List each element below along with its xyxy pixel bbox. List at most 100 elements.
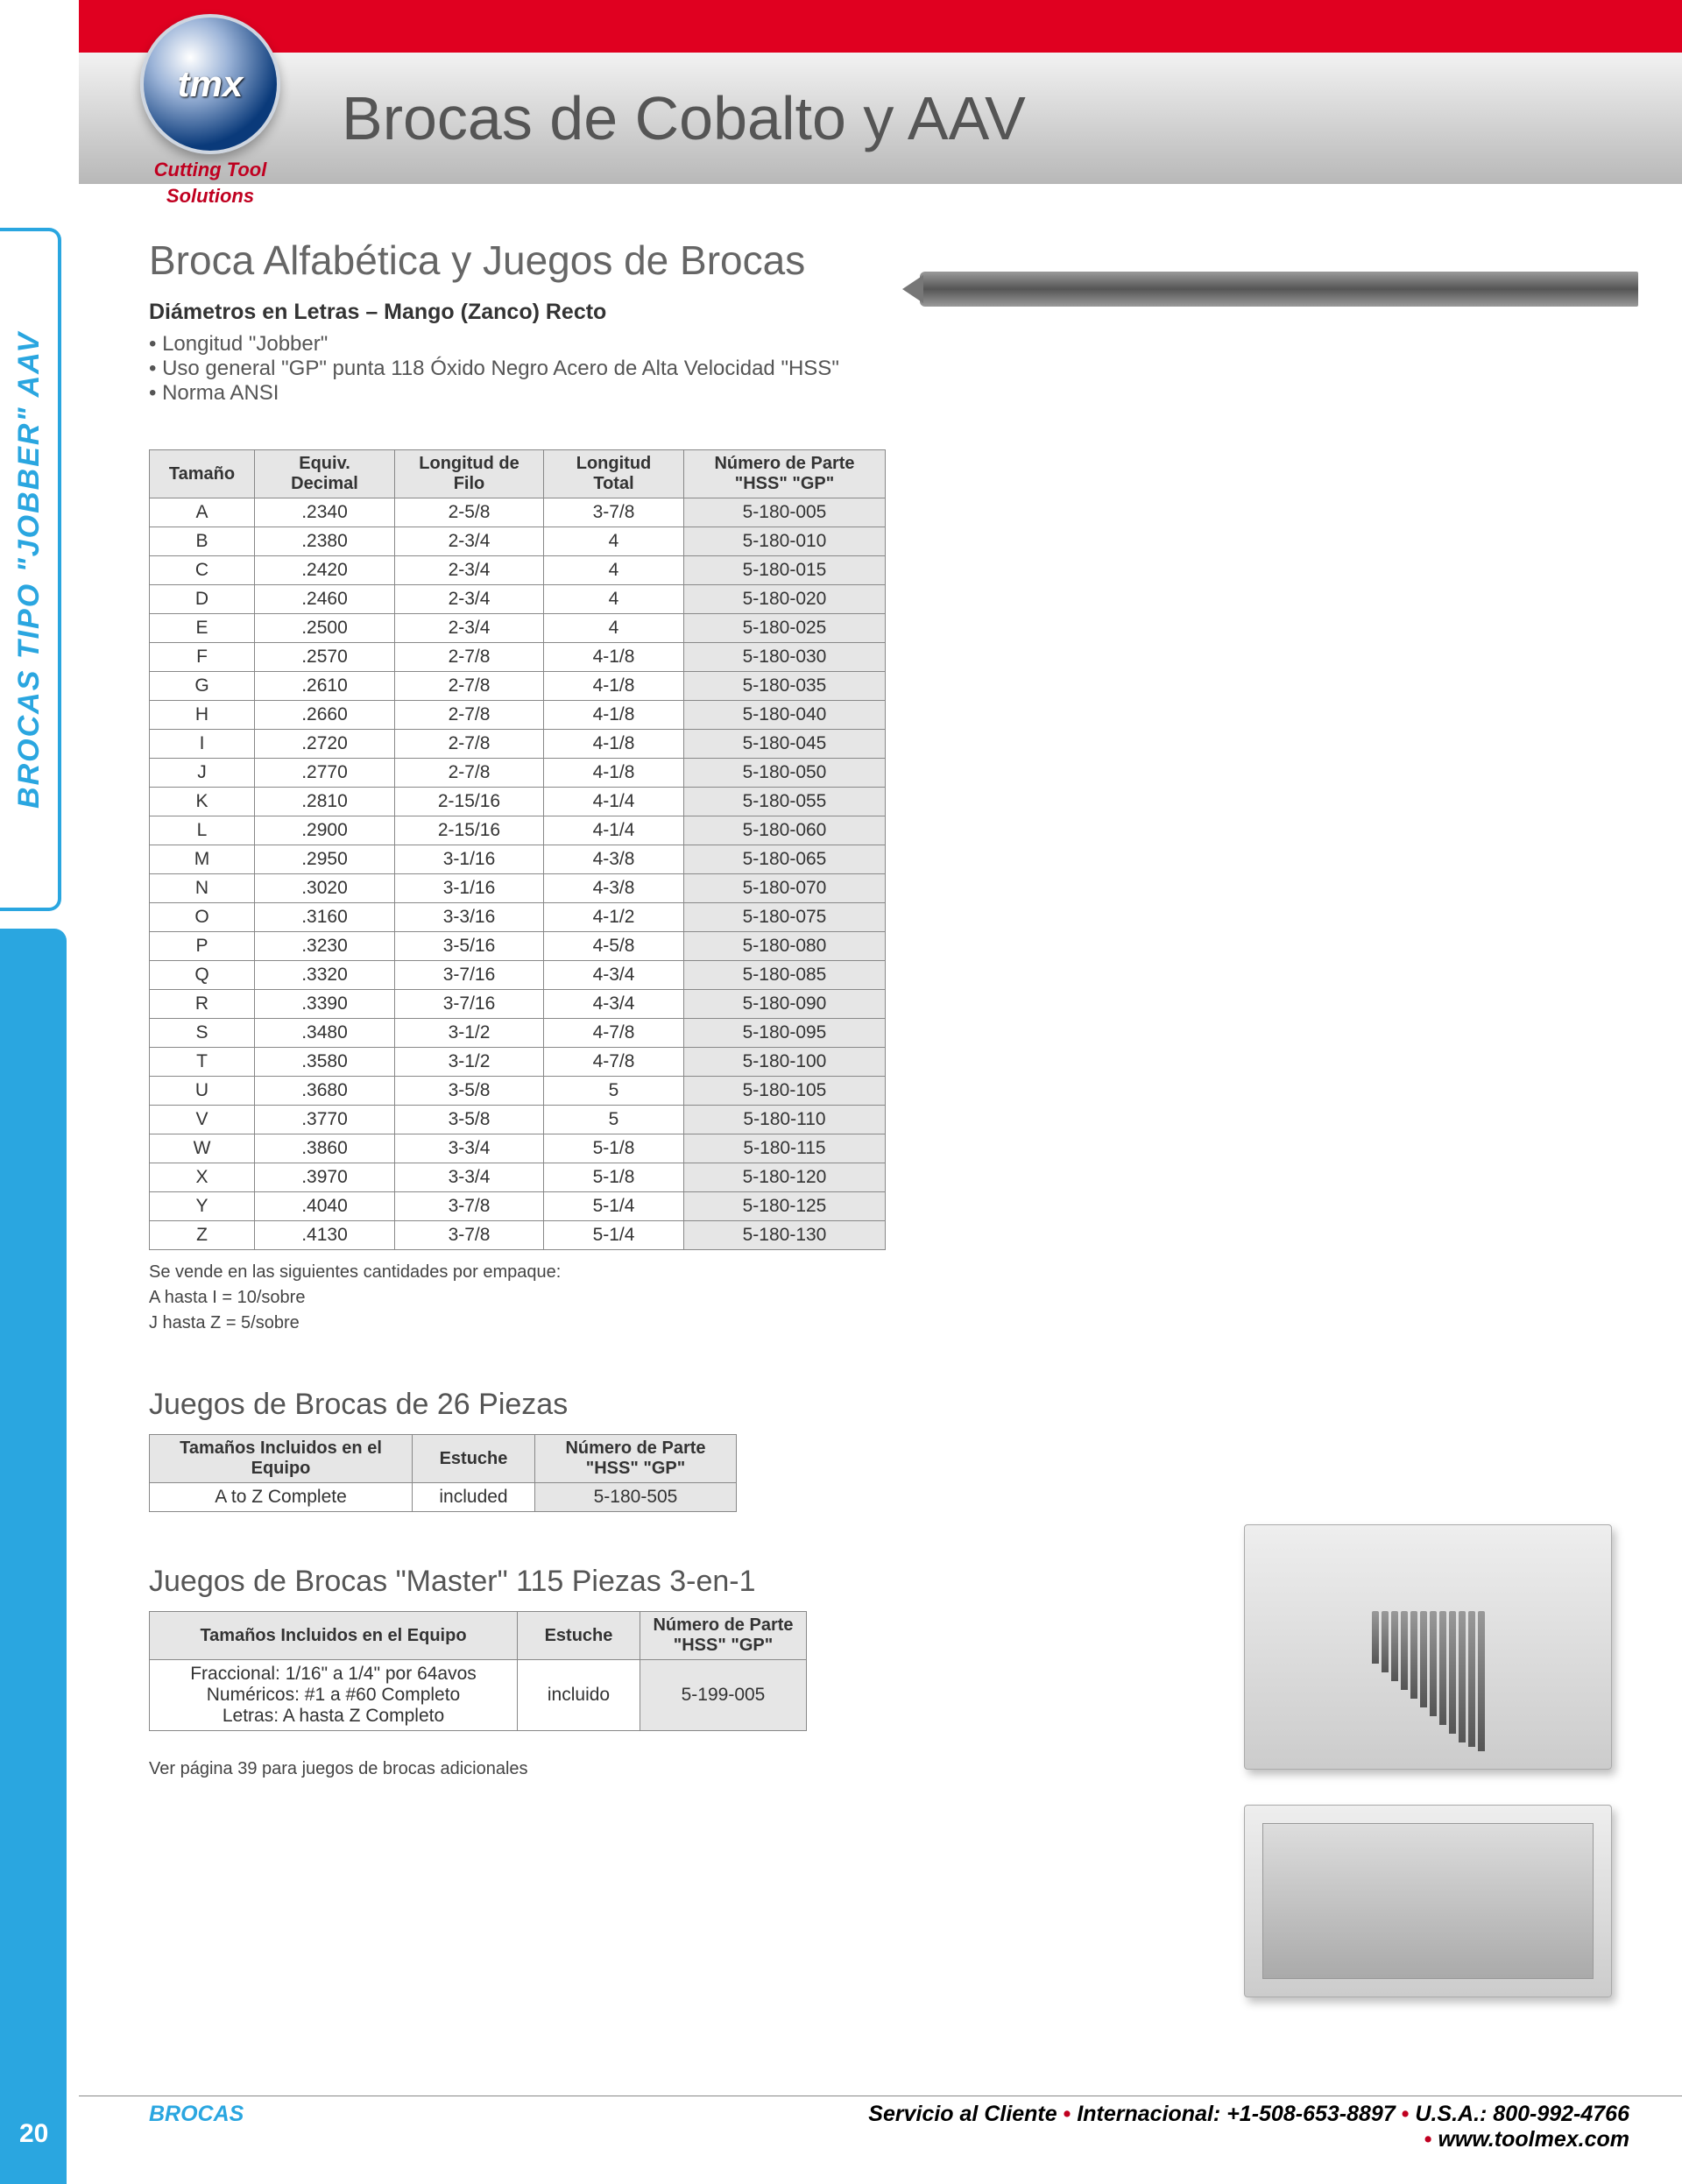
table-row: X.39703-3/45-1/85-180-120 — [150, 1163, 886, 1192]
drill-spec-table: TamañoEquiv. DecimalLongitud de FiloLong… — [149, 449, 886, 1250]
table-row: T.35803-1/24-7/85-180-100 — [150, 1048, 886, 1077]
table-cell: .2500 — [255, 614, 395, 643]
table-cell: incluido — [518, 1660, 640, 1731]
table-cell: .3160 — [255, 903, 395, 932]
table-cell: 3-1/2 — [395, 1019, 544, 1048]
table-cell: 5-180-025 — [684, 614, 886, 643]
set26-product-image — [1244, 1524, 1612, 1770]
header-red-band — [79, 0, 1682, 53]
table-row: G.26102-7/84-1/85-180-035 — [150, 672, 886, 701]
table-row: Y.40403-7/85-1/45-180-125 — [150, 1192, 886, 1221]
page-title: Brocas de Cobalto y AAV — [342, 83, 1026, 153]
table-row: U.36803-5/855-180-105 — [150, 1077, 886, 1106]
table-cell: 5 — [544, 1106, 684, 1134]
table-cell: 5-180-130 — [684, 1221, 886, 1250]
table-cell: I — [150, 730, 255, 759]
footer-intl-phone: +1-508-653-8897 — [1226, 2102, 1396, 2126]
logo-subtitle-2: Solutions — [123, 186, 298, 207]
table-cell: 3-3/4 — [395, 1163, 544, 1192]
table-cell: 5-180-505 — [535, 1483, 737, 1512]
table-cell: 4-3/4 — [544, 961, 684, 990]
table-cell: .2380 — [255, 527, 395, 556]
table-cell: 5-1/8 — [544, 1163, 684, 1192]
section-heading: Broca Alfabética y Juegos de Brocas — [149, 237, 1629, 284]
table-cell: 4-1/4 — [544, 788, 684, 816]
table-cell: A — [150, 498, 255, 527]
table-header: Estuche — [518, 1612, 640, 1660]
table-cell: 2-7/8 — [395, 701, 544, 730]
table-cell: .2720 — [255, 730, 395, 759]
table-cell: 2-3/4 — [395, 614, 544, 643]
bullet-list: Longitud "Jobber"Uso general "GP" punta … — [149, 332, 1629, 406]
table-header: Tamaños Incluidos en el Equipo — [150, 1435, 413, 1483]
side-tab-label: BROCAS TIPO "JOBBER" AAV — [12, 331, 46, 809]
table-cell: .2660 — [255, 701, 395, 730]
table-cell: 5-180-085 — [684, 961, 886, 990]
table-cell: 5-180-030 — [684, 643, 886, 672]
table-cell: 3-3/16 — [395, 903, 544, 932]
set26-table: Tamaños Incluidos en el EquipoEstucheNúm… — [149, 1434, 737, 1512]
dot-icon: • — [1064, 2102, 1078, 2126]
table-header: Número de Parte "HSS" "GP" — [684, 450, 886, 498]
table-cell: E — [150, 614, 255, 643]
table-cell: P — [150, 932, 255, 961]
table-row: D.24602-3/445-180-020 — [150, 585, 886, 614]
set26-heading: Juegos de Brocas de 26 Piezas — [149, 1388, 1629, 1422]
table-row: P.32303-5/164-5/85-180-080 — [150, 932, 886, 961]
table-cell: Q — [150, 961, 255, 990]
section-subtitle: Diámetros en Letras – Mango (Zanco) Rect… — [149, 300, 1629, 325]
table-cell: 5-180-100 — [684, 1048, 886, 1077]
table-cell: 3-1/16 — [395, 845, 544, 874]
logo-subtitle-1: Cutting Tool — [123, 159, 298, 180]
table-cell: 5-180-035 — [684, 672, 886, 701]
table-cell: 5-199-005 — [640, 1660, 807, 1731]
table-cell: 2-7/8 — [395, 730, 544, 759]
table-cell: 5-180-110 — [684, 1106, 886, 1134]
table-row: M.29503-1/164-3/85-180-065 — [150, 845, 886, 874]
table-cell: 5-180-095 — [684, 1019, 886, 1048]
table-cell: 5-180-040 — [684, 701, 886, 730]
table-cell: J — [150, 759, 255, 788]
table-cell: 2-7/8 — [395, 672, 544, 701]
table-row: W.38603-3/45-1/85-180-115 — [150, 1134, 886, 1163]
table-row: K.28102-15/164-1/45-180-055 — [150, 788, 886, 816]
table-cell: W — [150, 1134, 255, 1163]
table-cell: .3970 — [255, 1163, 395, 1192]
table-cell: L — [150, 816, 255, 845]
table-cell: .2340 — [255, 498, 395, 527]
table-cell: .2770 — [255, 759, 395, 788]
header-gray-band: Brocas de Cobalto y AAV — [79, 53, 1682, 184]
footer-intl-label: Internacional: — [1077, 2102, 1220, 2126]
table-header: Estuche — [413, 1435, 535, 1483]
table-cell: .2420 — [255, 556, 395, 585]
table-cell: .3480 — [255, 1019, 395, 1048]
packaging-note-2: A hasta I = 10/sobre — [149, 1286, 1629, 1310]
table-row: H.26602-7/84-1/85-180-040 — [150, 701, 886, 730]
footer-category: BROCAS — [149, 2102, 244, 2127]
table-cell: D — [150, 585, 255, 614]
table-cell: .3580 — [255, 1048, 395, 1077]
table-cell: 5-180-125 — [684, 1192, 886, 1221]
table-cell: 5-180-070 — [684, 874, 886, 903]
table-cell: Y — [150, 1192, 255, 1221]
table-cell: 3-7/8 — [395, 1221, 544, 1250]
footer-web: www.toolmex.com — [1438, 2127, 1629, 2152]
table-header: Tamaños Incluidos en el Equipo — [150, 1612, 518, 1660]
table-row: B.23802-3/445-180-010 — [150, 527, 886, 556]
table-cell: 4-3/8 — [544, 845, 684, 874]
table-cell: 4-7/8 — [544, 1048, 684, 1077]
table-cell: 5-180-115 — [684, 1134, 886, 1163]
table-cell: 4 — [544, 556, 684, 585]
table-header: Longitud de Filo — [395, 450, 544, 498]
table-cell: 5-180-050 — [684, 759, 886, 788]
table-cell: 5-180-065 — [684, 845, 886, 874]
table-row: Fraccional: 1/16" a 1/4" por 64avosNumér… — [150, 1660, 807, 1731]
table-cell: 5-180-045 — [684, 730, 886, 759]
table-cell: 4-3/8 — [544, 874, 684, 903]
footer-usa-phone: 800-992-4766 — [1493, 2102, 1629, 2126]
table-cell: .3020 — [255, 874, 395, 903]
table-row: Z.41303-7/85-1/45-180-130 — [150, 1221, 886, 1250]
bullet-item: Longitud "Jobber" — [149, 332, 1629, 357]
table-row: V.37703-5/855-180-110 — [150, 1106, 886, 1134]
table-cell: 3-3/4 — [395, 1134, 544, 1163]
